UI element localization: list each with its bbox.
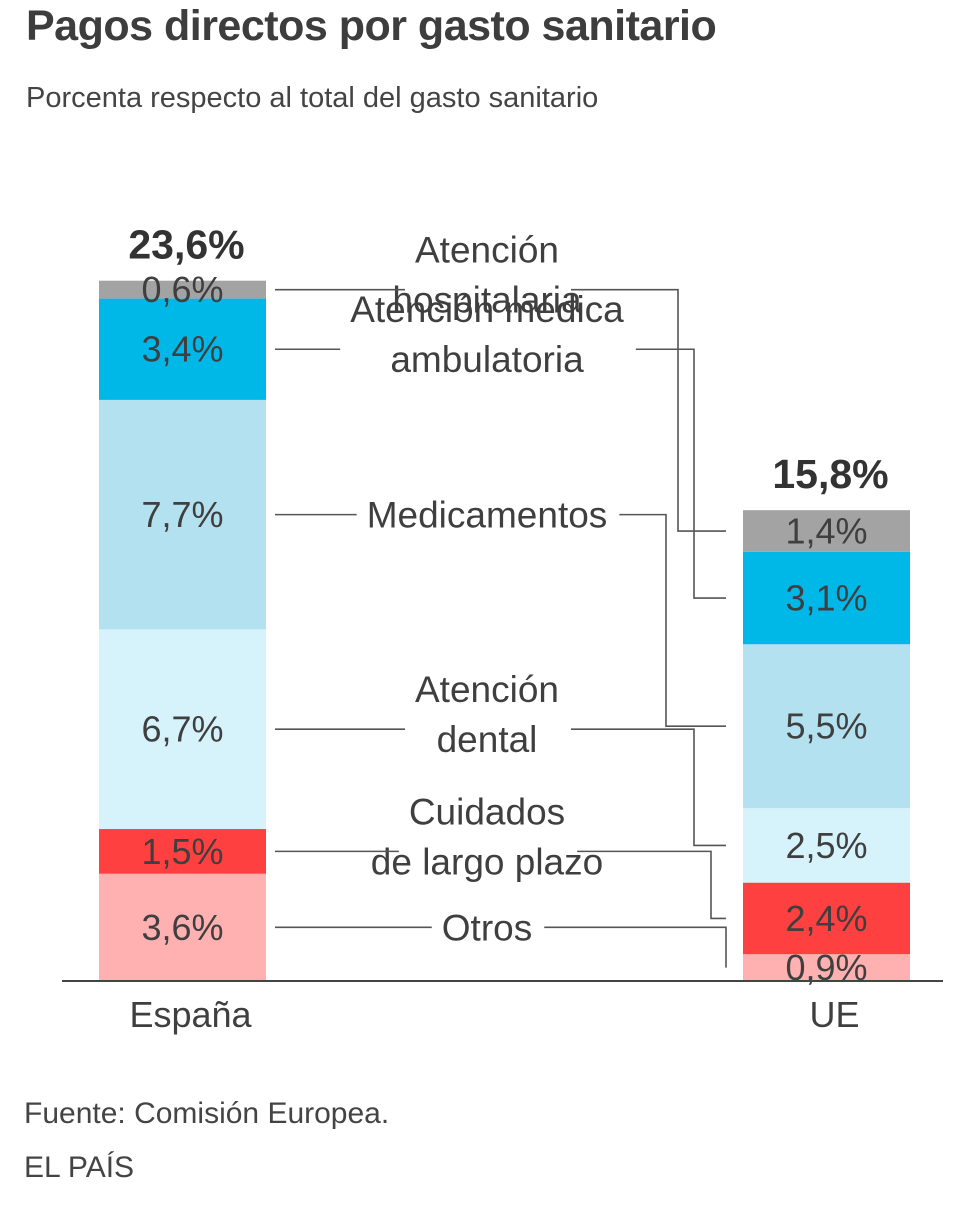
bar-segment-espana-atencion-medica-ambulatoria bbox=[99, 298, 266, 400]
category-label-espana: España bbox=[129, 994, 252, 1035]
series-label-atencion-hospitalaria: Atención bbox=[415, 230, 559, 271]
value-label-ue-atencion-medica-ambulatoria: 3,1% bbox=[785, 578, 867, 619]
value-label-espana-otros: 3,6% bbox=[141, 907, 223, 948]
bar-segment-espana-atencion-hospitalaria bbox=[99, 280, 266, 299]
series-label-otros: Otros bbox=[442, 907, 532, 948]
bar-segment-espana-cuidados-de-largo-plazo bbox=[99, 829, 266, 874]
series-label-atencion-hospitalaria: hospitalaria bbox=[392, 280, 582, 321]
bar-segment-espana-otros bbox=[99, 873, 266, 981]
value-label-ue-atencion-hospitalaria: 1,4% bbox=[785, 511, 867, 552]
chart-subtitle: Porcenta respecto al total del gasto san… bbox=[26, 82, 599, 114]
value-label-espana-medicamentos: 7,7% bbox=[141, 494, 223, 535]
series-label-cuidados-de-largo-plazo: Cuidados bbox=[409, 791, 565, 832]
leader-right-atencion-dental bbox=[571, 728, 726, 847]
series-label-medicamentos: Medicamentos bbox=[367, 495, 608, 536]
bar-segment-ue-cuidados-de-largo-plazo bbox=[743, 882, 910, 955]
leader-right-otros bbox=[544, 926, 727, 968]
bar-segment-espana-medicamentos bbox=[99, 399, 266, 630]
value-label-ue-medicamentos: 5,5% bbox=[785, 706, 867, 747]
bar-segment-espana-atencion-dental bbox=[99, 629, 266, 830]
total-label-ue: 15,8% bbox=[772, 451, 888, 497]
value-label-espana-atencion-dental: 6,7% bbox=[141, 709, 223, 750]
leader-right-atencion-medica-ambulatoria bbox=[635, 348, 726, 599]
series-label-atencion-medica-ambulatoria: Atención médica bbox=[350, 289, 624, 330]
bar-segment-ue-medicamentos bbox=[743, 644, 910, 809]
bar-segment-ue-otros bbox=[743, 954, 910, 981]
leader-right-cuidados-de-largo-plazo bbox=[577, 850, 726, 920]
series-label-atencion-dental: dental bbox=[437, 719, 538, 760]
value-label-espana-atencion-hospitalaria: 0,6% bbox=[141, 269, 223, 310]
category-label-ue: UE bbox=[809, 994, 859, 1035]
brand-label: EL PAÍS bbox=[24, 1151, 135, 1184]
bar-segment-ue-atencion-dental bbox=[743, 808, 910, 883]
bar-segment-ue-atencion-medica-ambulatoria bbox=[743, 551, 910, 645]
series-label-atencion-medica-ambulatoria: ambulatoria bbox=[390, 339, 584, 380]
value-label-ue-cuidados-de-largo-plazo: 2,4% bbox=[785, 898, 867, 939]
bar-segment-ue-atencion-hospitalaria bbox=[743, 510, 910, 552]
chart-title: Pagos directos por gasto sanitario bbox=[26, 2, 717, 50]
value-label-espana-atencion-medica-ambulatoria: 3,4% bbox=[141, 329, 223, 370]
value-label-ue-atencion-dental: 2,5% bbox=[785, 825, 867, 866]
value-label-espana-cuidados-de-largo-plazo: 1,5% bbox=[141, 831, 223, 872]
total-label-espana: 23,6% bbox=[128, 222, 244, 268]
source-note: Fuente: Comisión Europea. bbox=[24, 1097, 390, 1130]
series-label-atencion-dental: Atención bbox=[415, 669, 559, 710]
leader-right-medicamentos bbox=[619, 513, 726, 728]
leader-right-atencion-hospitalaria bbox=[571, 288, 726, 532]
series-label-cuidados-de-largo-plazo: de largo plazo bbox=[371, 841, 603, 882]
